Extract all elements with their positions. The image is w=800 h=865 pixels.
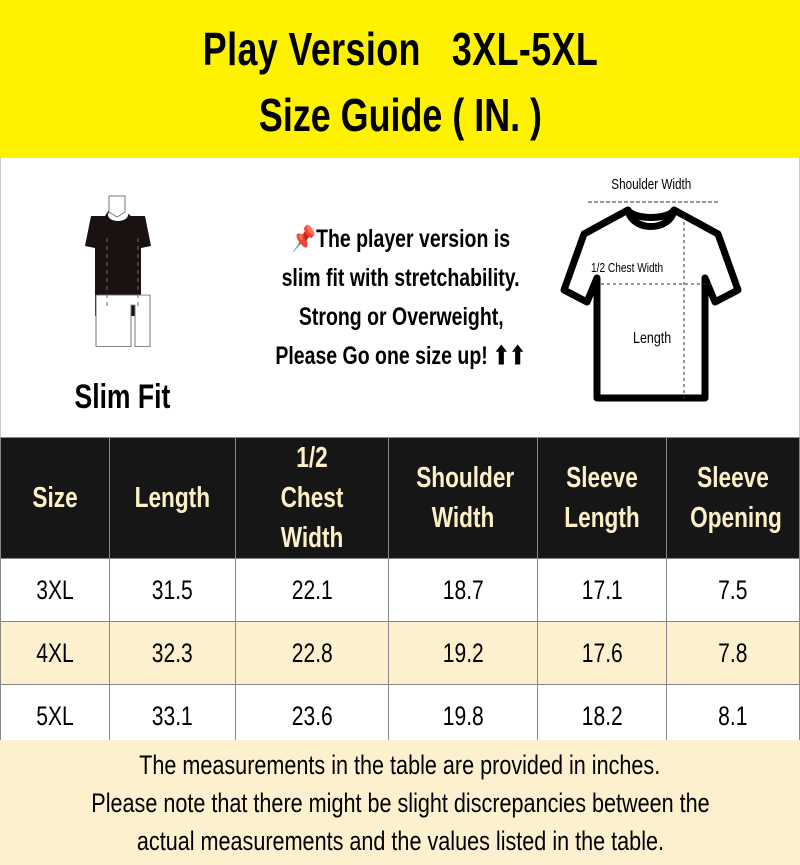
cell: 5XL [0, 684, 110, 748]
title-line-2: Size Guide ( IN. ) [258, 89, 542, 141]
cell: 7.8 [666, 621, 800, 685]
table-header-row: Size Length 1/2 Chest Width Shoulder Wid… [0, 437, 800, 559]
footer-line: actual measurements and the values liste… [136, 826, 664, 856]
shoulder-width-label: Shoulder Width [611, 176, 691, 193]
footer-line: The measurements in the table are provid… [139, 750, 661, 780]
table-row: 3XL 31.5 22.1 18.7 17.1 7.5 [0, 558, 800, 622]
header-length: Length [108, 437, 236, 559]
header-shoulder: Shoulder Width [388, 437, 539, 559]
fit-note: 📌The player version is slim fit with str… [201, 220, 601, 376]
cell: 19.2 [388, 621, 539, 685]
title-banner: Play Version 3XL-5XL Size Guide ( IN. ) [0, 0, 800, 158]
footer-line: Please note that there might be slight d… [90, 788, 710, 818]
note-line: Strong or Overweight, [298, 303, 504, 331]
info-section: Slim Fit Shoulder Width 1/2 Chest Width … [0, 158, 800, 437]
table-row: 4XL 32.3 22.8 19.2 17.6 7.8 [0, 621, 800, 685]
cell: 33.1 [108, 684, 236, 748]
cell: 8.1 [666, 684, 800, 748]
cell: 18.2 [537, 684, 668, 748]
header-chest: 1/2 Chest Width [234, 437, 390, 559]
slim-fit-label: Slim Fit [74, 378, 171, 416]
note-line: slim fit with stretchability. [281, 264, 520, 292]
footer-note: The measurements in the table are provid… [0, 740, 800, 865]
header-sleeve-opening: Sleeve Opening [666, 437, 800, 559]
table-row: 5XL 33.1 23.6 19.8 18.2 8.1 [0, 684, 800, 748]
note-line: 📌The player version is [291, 225, 511, 253]
cell: 4XL [0, 621, 110, 685]
cell: 17.1 [537, 558, 668, 622]
cell: 32.3 [108, 621, 236, 685]
length-label: Length [633, 330, 672, 347]
chest-width-label: 1/2 Chest Width [591, 260, 664, 275]
size-table: Size Length 1/2 Chest Width Shoulder Wid… [0, 437, 800, 748]
title-line-1: Play Version 3XL-5XL [202, 23, 598, 75]
cell: 22.8 [234, 621, 390, 685]
cell: 3XL [0, 558, 110, 622]
cell: 31.5 [108, 558, 236, 622]
cell: 22.1 [234, 558, 390, 622]
header-size: Size [0, 437, 110, 559]
cell: 19.8 [388, 684, 539, 748]
cell: 18.7 [388, 558, 539, 622]
note-line: Please Go one size up! ⬆⬆ [275, 342, 527, 370]
cell: 23.6 [234, 684, 390, 748]
cell: 17.6 [537, 621, 668, 685]
header-sleeve-length: Sleeve Length [537, 437, 668, 559]
tshirt-icon [560, 201, 742, 402]
mannequin-icon [85, 195, 151, 347]
cell: 7.5 [666, 558, 800, 622]
